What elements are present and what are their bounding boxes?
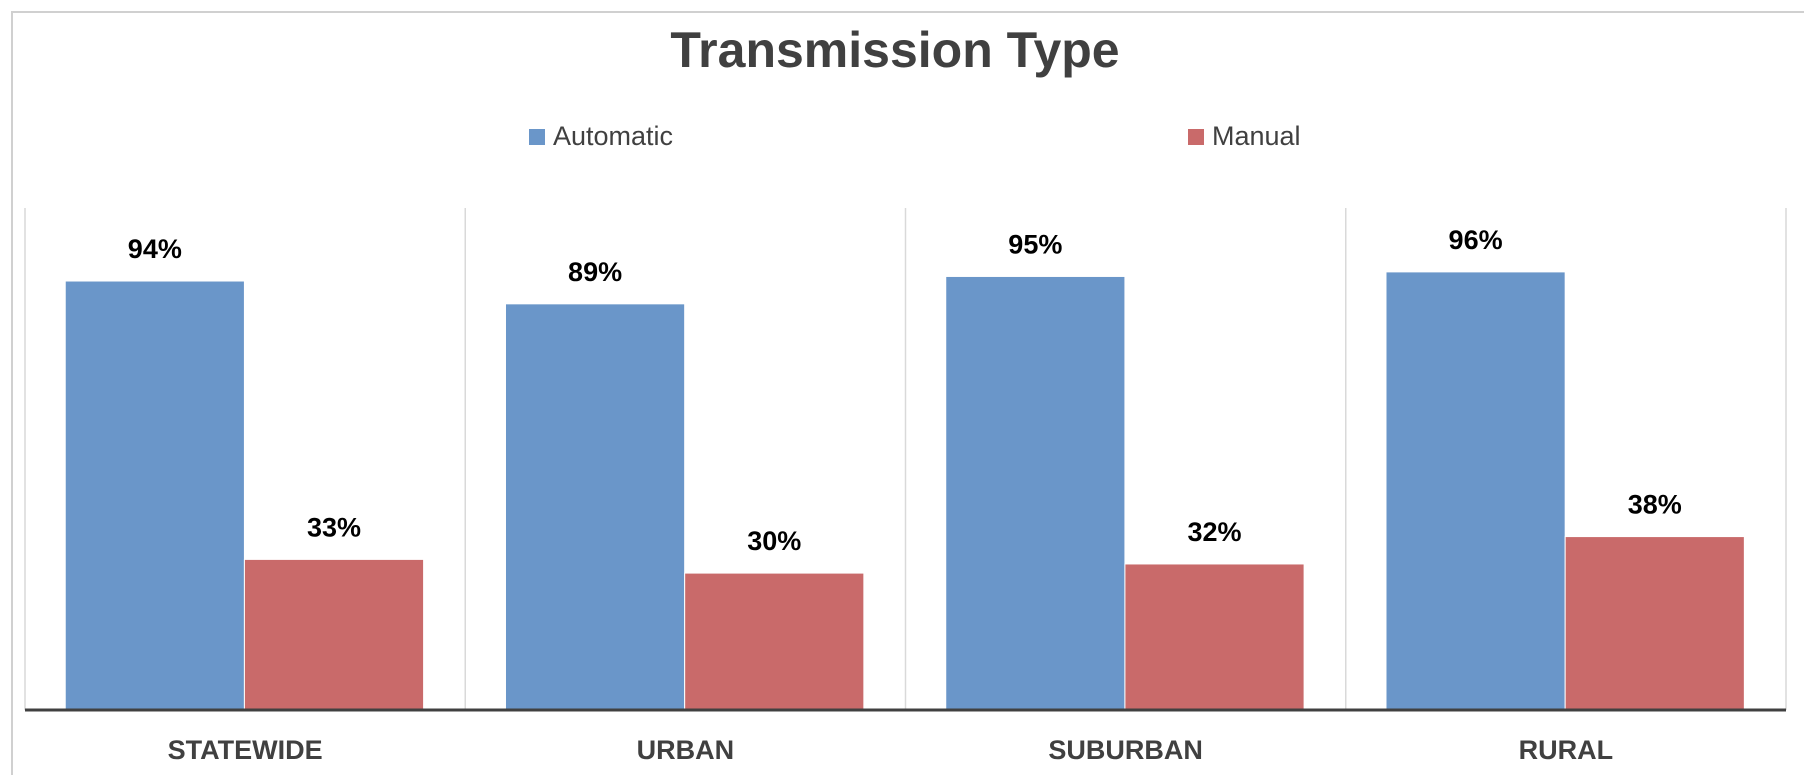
bar [1385, 271, 1566, 711]
x-tick-label: STATEWIDE [168, 735, 323, 765]
legend-label: Automatic [553, 121, 673, 151]
bar [945, 275, 1126, 711]
bar [684, 572, 865, 711]
legend-swatch [1188, 129, 1204, 145]
chart-frame [11, 11, 1804, 775]
chart-title: Transmission Type [670, 22, 1119, 78]
data-label: 32% [1187, 517, 1241, 547]
bar [504, 303, 686, 711]
data-label: 95% [1008, 230, 1062, 260]
x-tick-label: SUBURBAN [1048, 735, 1203, 765]
bar [1124, 563, 1305, 711]
data-label: 30% [747, 526, 801, 556]
data-label: 96% [1449, 225, 1503, 255]
bar [64, 280, 245, 711]
data-label: 38% [1628, 490, 1682, 520]
bar [1564, 536, 1745, 711]
data-label: 33% [307, 513, 361, 543]
x-tick-label: URBAN [637, 735, 735, 765]
data-label: 94% [128, 234, 182, 264]
data-label: 89% [568, 257, 622, 287]
legend-label: Manual [1212, 121, 1301, 151]
x-tick-label: RURAL [1519, 735, 1614, 765]
legend-swatch [529, 129, 545, 145]
bar [243, 558, 425, 711]
